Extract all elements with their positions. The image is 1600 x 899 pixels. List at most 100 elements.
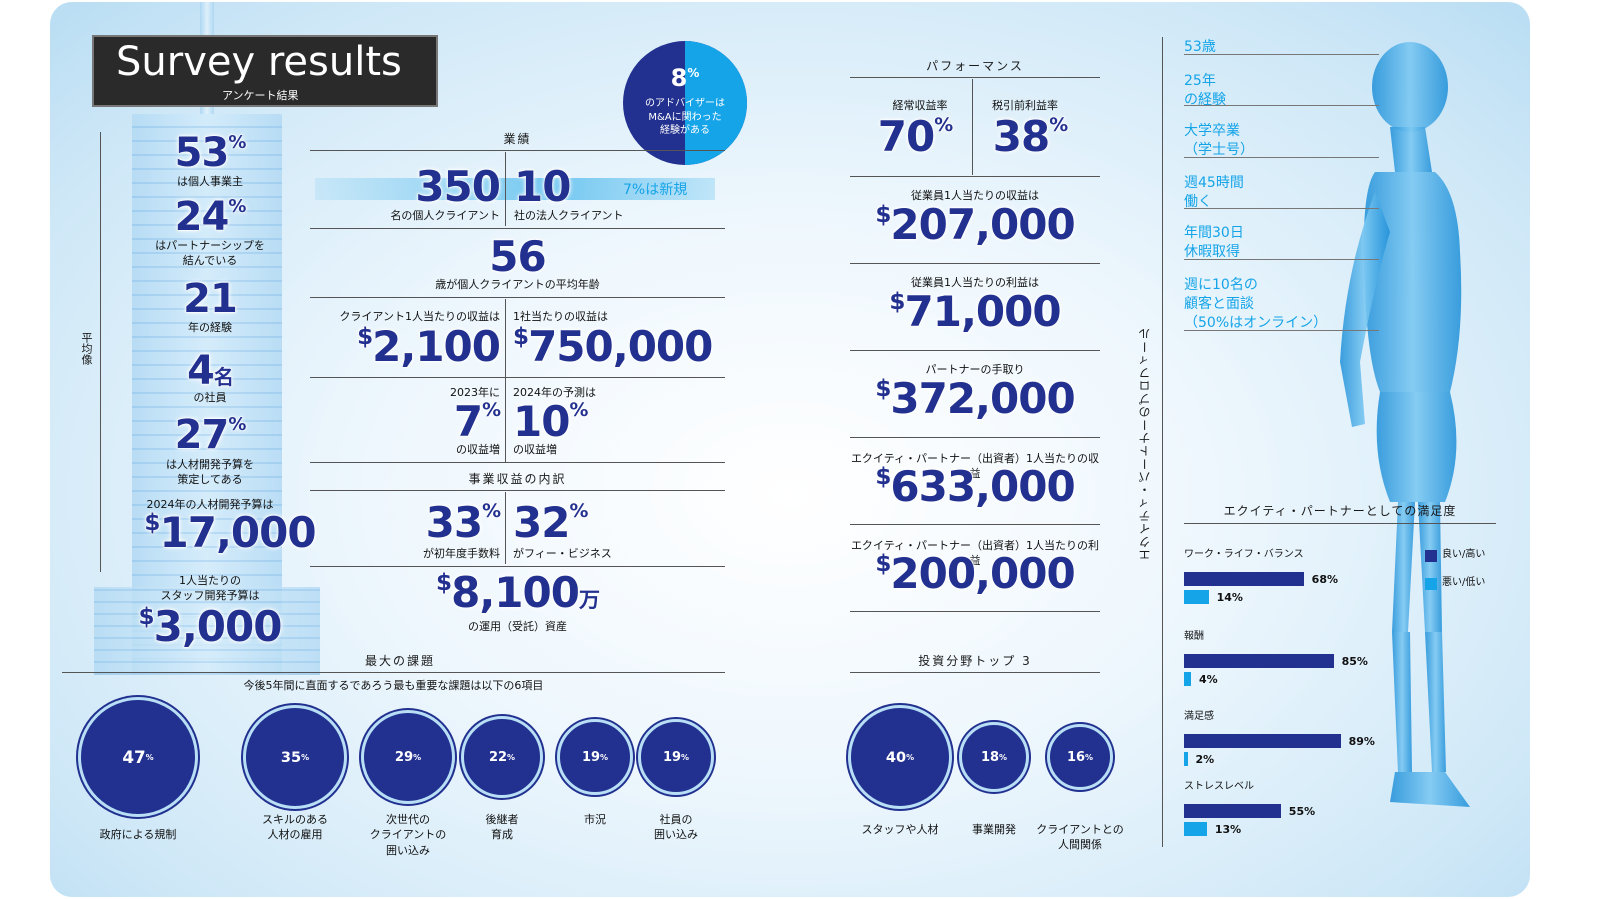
perf-divider-0 <box>850 77 1100 78</box>
satisfaction-bar-1-0 <box>1184 654 1334 668</box>
perf-divider-5 <box>850 524 1100 525</box>
investment-circle-1: 18% <box>959 722 1029 792</box>
satisfaction-value-3-0: 55% <box>1288 805 1316 818</box>
perf-divider-3 <box>850 350 1100 351</box>
rev-per-client-value: $2,100 <box>357 322 502 372</box>
challenge-circle-3: 22% <box>461 716 543 798</box>
challenge-label-0: 政府による規制 <box>99 828 177 841</box>
challenges-divider <box>62 672 725 673</box>
perf-divider-4 <box>850 437 1100 438</box>
investment-label-1: 事業開発 <box>972 823 1016 836</box>
legend-bad-swatch <box>1425 578 1437 590</box>
satisfaction-value-3-1: 13% <box>1214 823 1242 836</box>
first-year-value: 33% <box>425 498 501 548</box>
avg-value-1: 24% <box>174 194 247 241</box>
challenge-value-0: 47 <box>122 747 146 767</box>
satisfaction-value-1-1: 4% <box>1199 673 1218 686</box>
growth-2024-label-top: 2024年の予測は <box>513 386 596 399</box>
challenge-value-4: 19 <box>581 749 601 765</box>
business-divider-3 <box>310 297 725 298</box>
business-divider-1 <box>310 150 725 151</box>
satisfaction-bar-1-1 <box>1184 672 1192 686</box>
satisfaction-category-1: 報酬 <box>1184 631 1204 642</box>
profile-item-3: 週45時間 働く <box>1184 175 1244 210</box>
challenge-circle-0: 47% <box>78 697 198 817</box>
perf-row-4-label: エクイティ・パートナー（出資者）1人当たりの利益 <box>850 539 1100 568</box>
perf-vdivider <box>972 79 973 175</box>
profile-vertical-label: エクイティ・パートナーのプロフィール <box>1138 327 1152 561</box>
avg-value-2: 21 <box>183 276 239 323</box>
profile-line-2 <box>1184 157 1379 158</box>
satisfaction-value-2-0: 89% <box>1348 735 1375 748</box>
challenge-circle-4: 19% <box>557 719 633 795</box>
satisfaction-category-0: ワーク・ライフ・バランス <box>1184 549 1304 560</box>
challenge-label-2: 次世代の クライアントの 囲い込み <box>369 813 447 857</box>
avg-value-4: 27% <box>174 412 247 459</box>
ordinary-margin-value: 70% <box>877 112 953 162</box>
satisfaction-category-3: ストレスレベル <box>1184 781 1254 792</box>
growth-2024-value: 10% <box>512 397 588 447</box>
avg-age-label: 歳が個人クライアントの平均年齢 <box>435 278 600 291</box>
challenges-subheading: 今後5年間に直面するであろう最も重要な課題は以下の6項目 <box>243 679 544 692</box>
profile-item-1: 25年 の経験 <box>1184 73 1226 108</box>
perf-row-1-label: 従業員1人当たりの利益は <box>911 276 1039 289</box>
avg-label-3: の社員 <box>193 391 227 404</box>
infographic-page: Survey results アンケート結果 平均像 53% は個人事業主 24… <box>50 2 1530 897</box>
perf-divider-1 <box>850 176 1100 177</box>
first-year-label: が初年度手数料 <box>423 547 500 560</box>
satisfaction-value-1-0: 85% <box>1341 655 1368 668</box>
satisfaction-bar-0-0 <box>1184 572 1304 586</box>
perf-row-0-value: $207,000 <box>875 200 1076 250</box>
challenge-circle-1: 35% <box>243 705 347 809</box>
perf-divider-6 <box>850 611 1100 612</box>
investment-value-0: 40 <box>885 748 907 766</box>
investment-circle-2: 16% <box>1047 724 1113 790</box>
profile-item-4: 年間30日 休暇取得 <box>1184 225 1244 260</box>
staff-budget-value: $3,000 <box>138 602 283 652</box>
pie-slice-ma <box>685 41 747 165</box>
avg-label-1: はパートナーシップを 結んでいる <box>155 239 265 268</box>
satisfaction-value-0-1: 14% <box>1216 591 1243 604</box>
growth-2024-label-bottom: の収益増 <box>513 443 557 456</box>
perf-row-3-label: エクイティ・パートナー（出資者）1人当たりの収益 <box>850 452 1100 481</box>
challenge-label-5: 社員の 囲い込み <box>654 813 698 842</box>
satisfaction-value-2-1: 2% <box>1195 753 1215 766</box>
profile-item-5: 週に10名の 顧客と面談 （50%はオンライン） <box>1184 277 1328 331</box>
rev-per-company-value: $750,000 <box>512 322 713 372</box>
growth-2023-value: 7% <box>453 397 501 447</box>
pie-value: 8% <box>670 64 700 92</box>
pie-label: のアドバイザーは M&Aに関わった 経験がある <box>645 98 725 136</box>
satisfaction-bar-2-0 <box>1184 734 1341 748</box>
business-divider-4 <box>310 377 725 378</box>
legend-good-label: 良い/高い <box>1442 549 1486 560</box>
staff-budget-label: 1人当たりの スタッフ開発予算は <box>160 574 260 603</box>
avg-label-2: 年の経験 <box>188 321 232 334</box>
avg-label-4: は人材開発予算を 策定してある <box>166 458 254 487</box>
profile-item-0: 53歳 <box>1184 39 1216 55</box>
business-vdivider-2 <box>505 299 506 462</box>
page-subtitle: アンケート結果 <box>222 89 299 102</box>
satisfaction-category-2: 満足感 <box>1184 711 1214 722</box>
business-vdivider-1 <box>505 152 506 226</box>
tower-base-illustration <box>94 587 320 675</box>
aum-value: $8,100万 <box>436 568 601 618</box>
skeleton-illustration <box>1340 42 1470 807</box>
profile-line-5 <box>1184 330 1379 331</box>
new-clients-note: 7%は新規 <box>623 182 688 198</box>
satisfaction-bar-3-1 <box>1184 822 1207 836</box>
tower-illustration <box>132 114 282 674</box>
clients-individual-value: 350 <box>415 162 502 212</box>
perf-row-2-label: パートナーの手取り <box>925 363 1025 376</box>
satisfaction-bar-3-0 <box>1184 804 1281 818</box>
business-divider-6 <box>310 490 725 491</box>
average-vertical-label: 平均像 <box>80 332 93 365</box>
fee-business-value: 32% <box>512 498 588 548</box>
perf-divider-2 <box>850 263 1100 264</box>
business-divider-7 <box>310 566 725 567</box>
legend-bad-label: 悪い/低い <box>1442 577 1486 588</box>
avg-label-0: は個人事業主 <box>177 175 243 188</box>
business-divider-5 <box>310 462 725 463</box>
rev-per-company-label: 1社当たりの収益は <box>513 310 608 323</box>
rev-per-client-label: クライアント1人当たりの収益は <box>339 310 500 323</box>
title-box: Survey results アンケート結果 <box>92 35 438 107</box>
